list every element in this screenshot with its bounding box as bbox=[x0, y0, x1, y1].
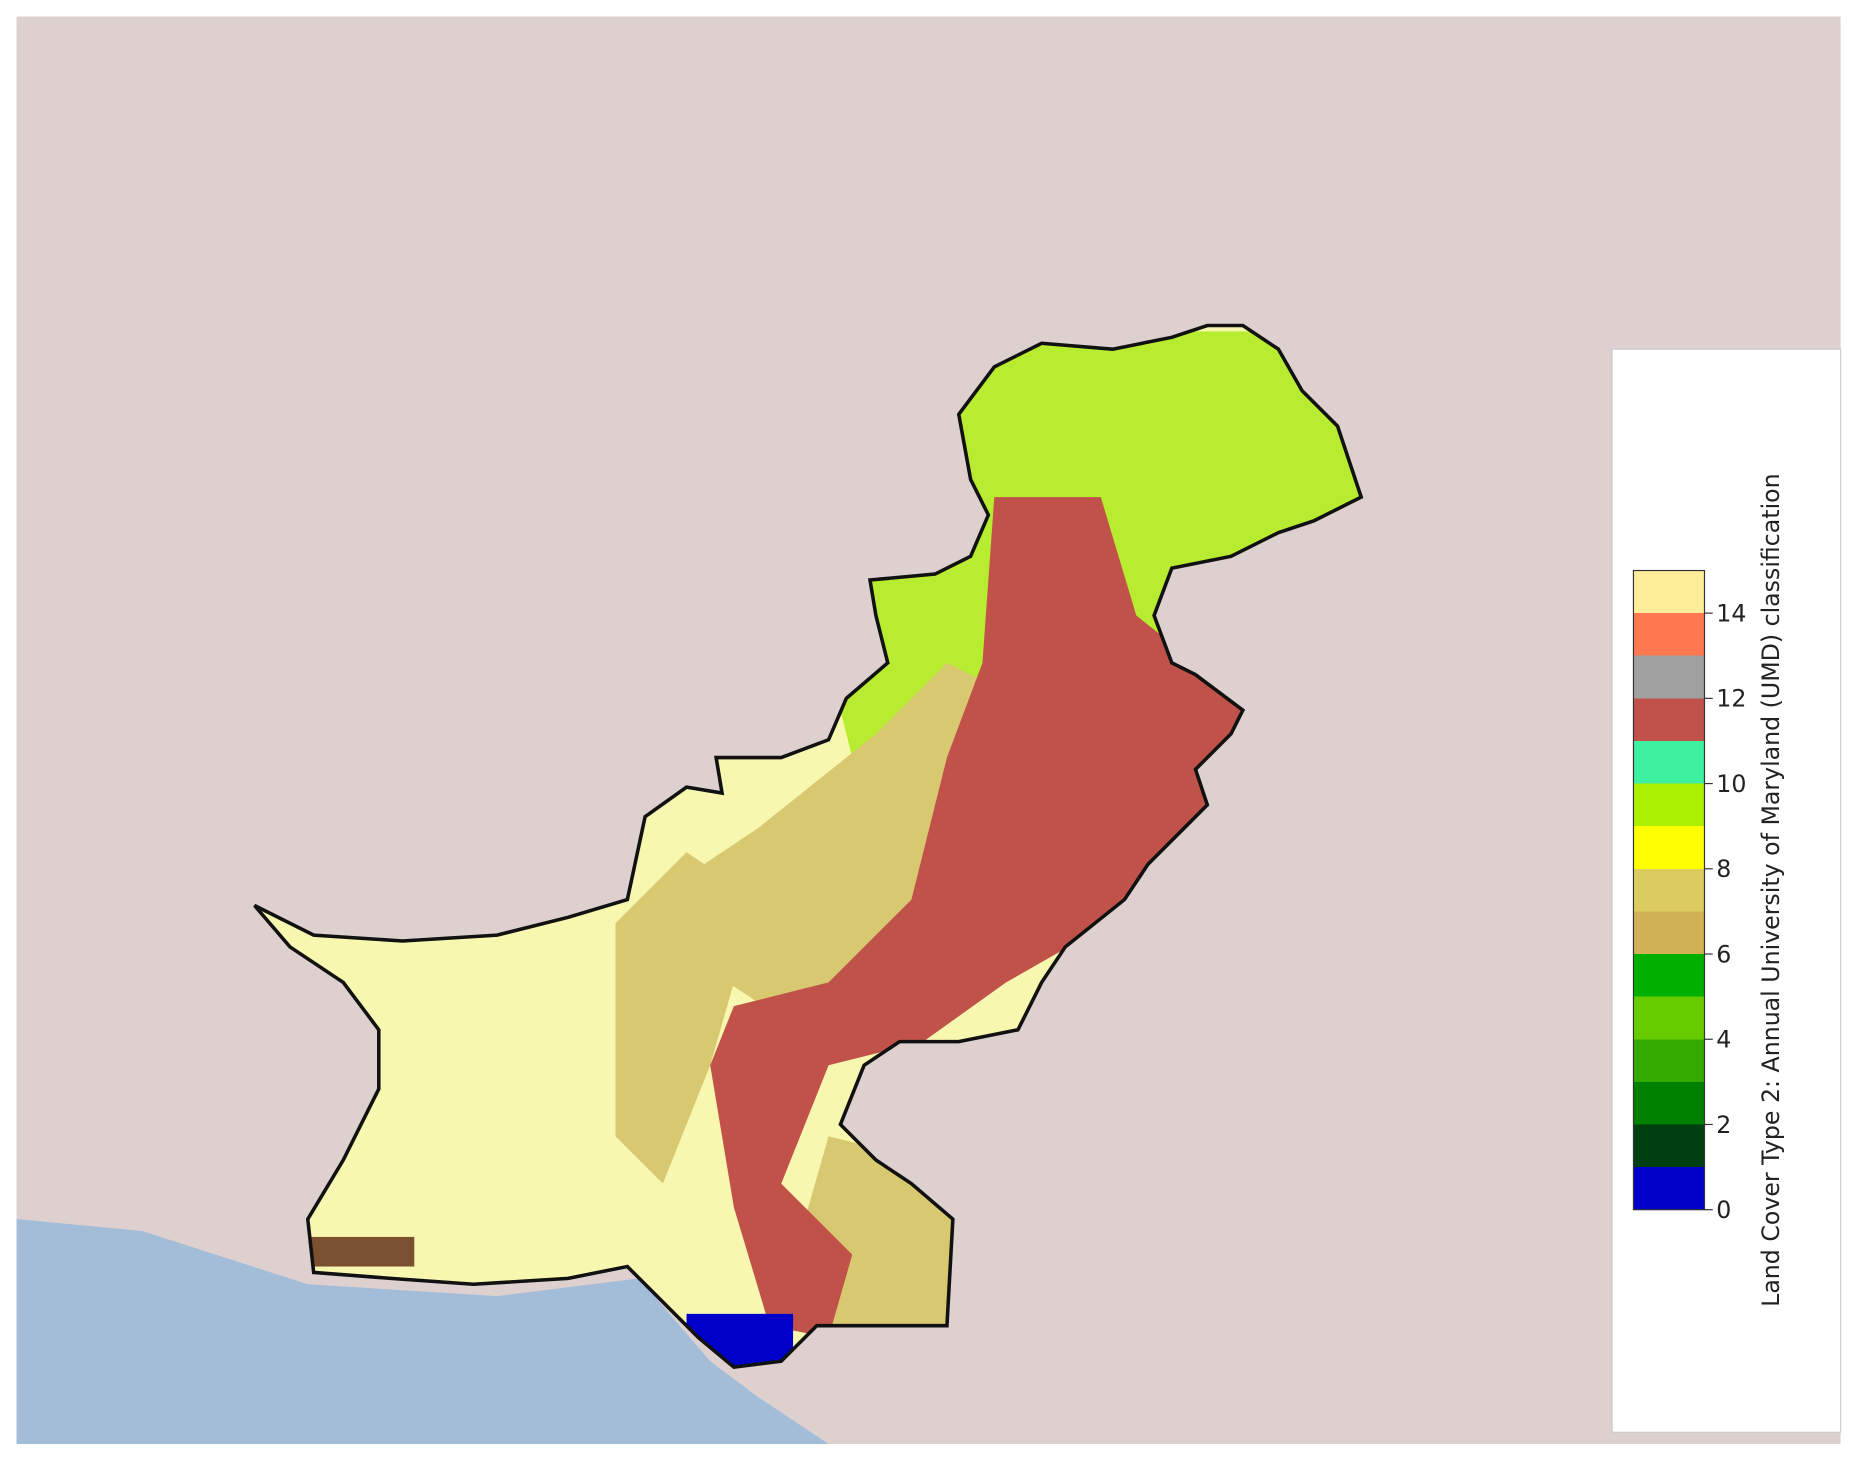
tick-label: 8 bbox=[1716, 855, 1731, 883]
colorbar bbox=[1632, 569, 1706, 1211]
sea bbox=[16, 1219, 829, 1445]
tick-label: 2 bbox=[1716, 1111, 1731, 1139]
tick-label: 12 bbox=[1716, 685, 1746, 713]
tick-label: 14 bbox=[1716, 599, 1746, 627]
tick-label: 0 bbox=[1716, 1196, 1731, 1224]
tick-label: 10 bbox=[1716, 770, 1746, 798]
tick-label: 4 bbox=[1716, 1026, 1731, 1054]
colorbar-label: Land Cover Type 2: Annual University of … bbox=[1757, 473, 1785, 1306]
tick-label: 6 bbox=[1716, 940, 1731, 968]
